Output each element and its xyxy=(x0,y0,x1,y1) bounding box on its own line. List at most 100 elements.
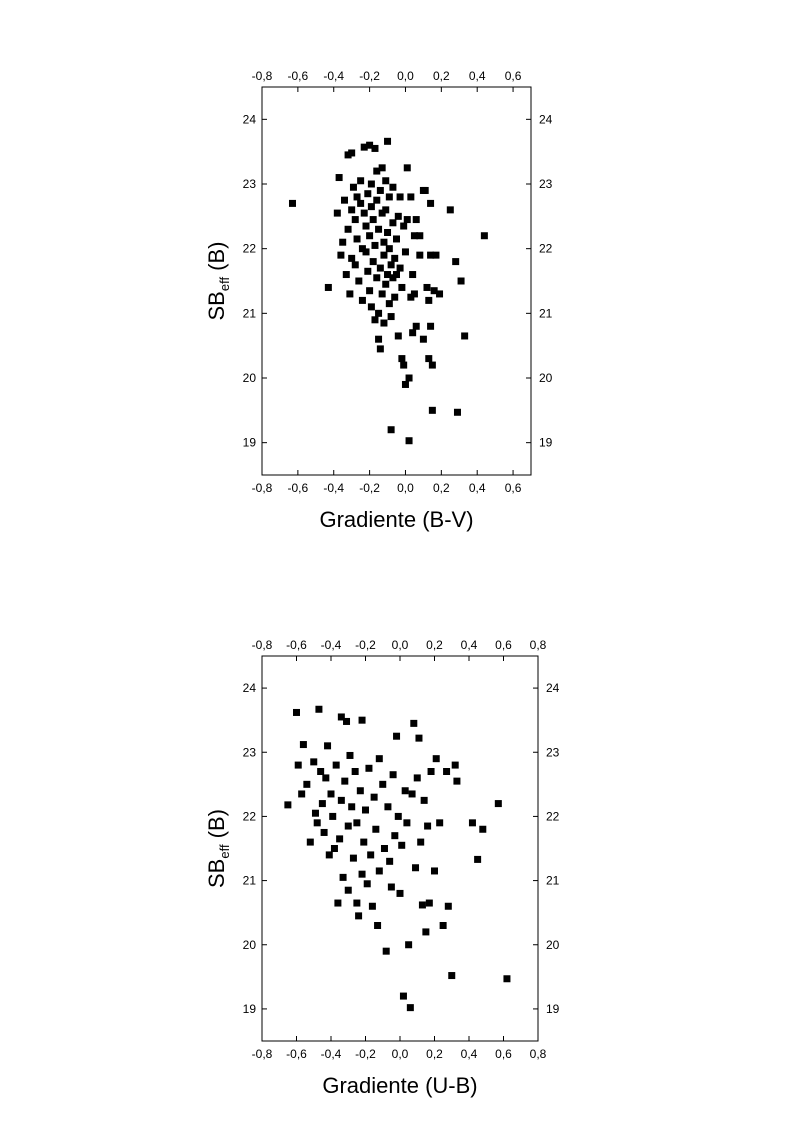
data-point xyxy=(400,222,408,230)
x-tick-labels-bottom: -0,8 -0,6 -0,4 -0,2 0,0 0,2 0,4 0,6 xyxy=(252,481,522,495)
scatter-points xyxy=(288,137,488,445)
data-point xyxy=(382,206,390,214)
data-point xyxy=(391,832,399,840)
y-tick-label-right: 24 xyxy=(546,681,560,695)
data-point xyxy=(366,232,374,240)
y-tick-label: 21 xyxy=(243,874,257,888)
x-tick-label-top: -0,2 xyxy=(355,638,376,652)
data-point xyxy=(389,183,397,191)
data-point xyxy=(419,335,427,343)
data-point xyxy=(371,144,379,152)
data-point xyxy=(351,261,359,269)
data-point xyxy=(368,902,376,910)
x-tick-label-top: 0,6 xyxy=(495,638,512,652)
data-point xyxy=(448,972,456,980)
data-point xyxy=(375,309,383,317)
data-point xyxy=(468,819,476,827)
data-point xyxy=(380,319,388,327)
y-tick-labels-left: 19 20 21 22 23 24 xyxy=(243,681,257,1016)
y-tick-label: 20 xyxy=(243,371,257,385)
data-point xyxy=(403,819,411,827)
data-point xyxy=(334,899,342,907)
data-point xyxy=(342,271,350,279)
data-point xyxy=(407,193,415,201)
data-point xyxy=(385,193,393,201)
x-tick-label: -0,2 xyxy=(359,481,380,495)
data-point xyxy=(425,296,433,304)
y-tick-label-right: 22 xyxy=(539,242,553,256)
data-point xyxy=(393,271,400,279)
x-tick-label-top: 0,4 xyxy=(469,69,486,83)
data-point xyxy=(340,196,348,204)
chart-ub: -0,8 -0,6 -0,4 -0,2 0,0 0,2 0,4 0,6 0,8 -0,8 -0,6… xyxy=(204,638,560,1098)
data-point xyxy=(406,1004,414,1012)
data-point xyxy=(372,825,380,833)
data-point xyxy=(294,761,302,769)
data-point xyxy=(412,864,420,872)
data-point xyxy=(367,303,375,311)
data-point xyxy=(362,248,370,256)
data-point xyxy=(410,290,418,298)
data-point xyxy=(424,822,432,830)
data-point xyxy=(457,277,465,285)
data-point xyxy=(380,238,388,246)
data-point xyxy=(387,883,395,891)
data-point xyxy=(358,870,366,878)
data-point xyxy=(362,806,369,814)
data-point xyxy=(410,232,418,240)
x-tick-label: 0,0 xyxy=(397,481,414,495)
data-point xyxy=(339,238,347,246)
y-tick-label: 19 xyxy=(243,436,257,450)
data-point xyxy=(391,254,399,262)
data-point xyxy=(373,274,381,282)
data-point xyxy=(417,838,425,846)
data-point xyxy=(370,793,378,801)
x-tick-label-top: -0,6 xyxy=(288,69,309,83)
data-point xyxy=(378,290,386,298)
x-tick-label: -0,6 xyxy=(286,1047,307,1061)
data-point xyxy=(415,734,423,742)
x-tick-label-top: 0,2 xyxy=(426,638,443,652)
data-point xyxy=(346,290,354,298)
x-tick-label: -0,8 xyxy=(252,481,273,495)
scatter-points xyxy=(284,705,511,1012)
data-point xyxy=(337,796,345,804)
data-point xyxy=(427,251,435,259)
data-point xyxy=(452,258,460,266)
data-point xyxy=(412,322,420,330)
x-tick-label: -0,4 xyxy=(321,1047,342,1061)
data-point xyxy=(375,335,383,343)
y-axis-title-tail: (B) xyxy=(204,241,229,276)
data-point xyxy=(403,216,411,224)
data-point xyxy=(409,329,417,337)
data-point xyxy=(375,867,383,875)
data-point xyxy=(376,186,384,194)
data-point xyxy=(443,768,451,775)
data-point xyxy=(311,809,319,817)
data-point xyxy=(374,922,382,929)
x-tick-label-top: -0,2 xyxy=(359,69,380,83)
data-point xyxy=(341,777,349,785)
x-tick-labels-top: -0,8 -0,6 -0,4 -0,2 0,0 0,2 0,4 0,6 xyxy=(252,69,522,83)
data-point xyxy=(380,845,388,852)
data-point xyxy=(348,149,356,157)
data-point xyxy=(389,274,397,282)
data-point xyxy=(369,258,377,266)
data-point xyxy=(494,800,502,808)
data-point xyxy=(385,245,393,253)
data-point xyxy=(480,232,488,240)
x-axis-title: Gradiente (B-V) xyxy=(319,507,473,532)
data-point xyxy=(401,380,409,388)
data-point xyxy=(387,313,395,321)
data-point xyxy=(425,355,433,363)
data-point xyxy=(405,374,413,382)
data-point xyxy=(400,361,408,369)
data-point xyxy=(320,828,328,836)
x-axis-title: Gradiente (U-B) xyxy=(322,1073,477,1098)
data-point xyxy=(365,764,373,772)
data-point xyxy=(299,741,307,749)
data-point xyxy=(436,290,444,298)
data-point xyxy=(375,225,383,233)
x-tick-label: -0,6 xyxy=(288,481,309,495)
data-point xyxy=(410,719,418,727)
